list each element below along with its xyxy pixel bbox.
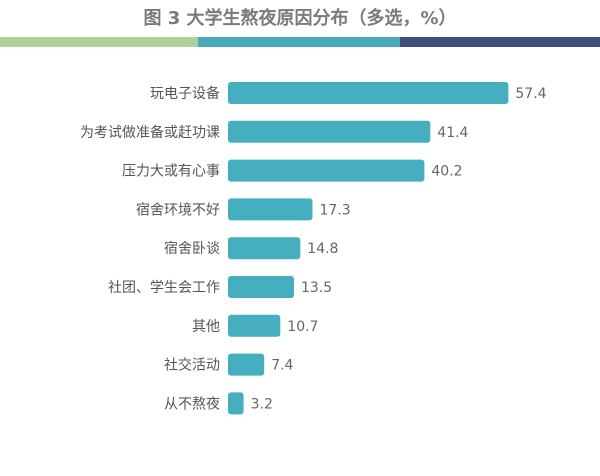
value-label-8: 3.2 bbox=[251, 396, 273, 412]
bar-1 bbox=[228, 120, 431, 143]
category-label-4: 宿舍卧谈 bbox=[164, 240, 220, 257]
title-stripe-mid bbox=[198, 37, 400, 47]
category-label-1: 为考试做准备或赶功课 bbox=[80, 124, 220, 141]
category-label-6: 其他 bbox=[192, 319, 220, 335]
category-label-7: 社交活动 bbox=[164, 357, 220, 374]
bar-8 bbox=[228, 392, 244, 415]
bar-4 bbox=[228, 237, 301, 260]
value-label-2: 40.2 bbox=[431, 164, 462, 180]
bar-6 bbox=[228, 314, 281, 337]
category-label-5: 社团、学生会工作 bbox=[108, 280, 220, 296]
value-label-4: 14.8 bbox=[307, 241, 338, 257]
bar-7 bbox=[228, 353, 265, 376]
category-label-0: 玩电子设备 bbox=[150, 85, 220, 102]
value-label-7: 7.4 bbox=[271, 358, 293, 374]
chart-title: 图 3 大学生熬夜原因分布（多选，%） bbox=[143, 7, 456, 29]
title-stripe bbox=[0, 37, 600, 47]
title-stripe-dark bbox=[400, 37, 600, 47]
value-label-5: 13.5 bbox=[301, 280, 332, 296]
bar-5 bbox=[228, 276, 294, 298]
value-label-0: 57.4 bbox=[515, 86, 546, 102]
bar-3 bbox=[228, 198, 313, 221]
bar-2 bbox=[228, 159, 425, 182]
category-label-8: 从不熬夜 bbox=[164, 396, 220, 412]
title-stripe-light bbox=[0, 37, 198, 47]
bars-layer: 玩电子设备 57.4 为考试做准备或赶功课 41.4 压力大或有心事 40.2 宿舍环境不好… bbox=[80, 82, 547, 415]
bar-0 bbox=[228, 82, 509, 104]
category-label-2: 压力大或有心事 bbox=[122, 164, 220, 180]
category-label-3: 宿舍环境不好 bbox=[136, 201, 220, 218]
value-label-3: 17.3 bbox=[320, 202, 351, 218]
value-label-6: 10.7 bbox=[287, 319, 318, 335]
value-label-1: 41.4 bbox=[437, 125, 468, 141]
